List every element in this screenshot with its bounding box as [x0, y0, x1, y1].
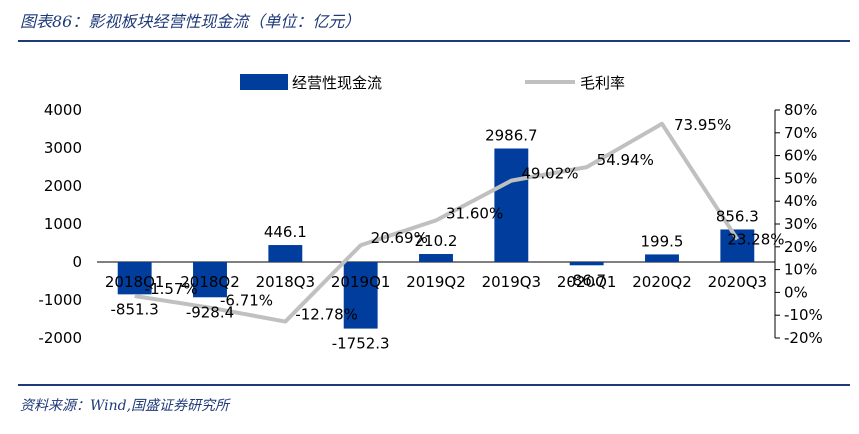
right-tick-label: 10% [784, 261, 817, 279]
left-tick-label: -2000 [38, 329, 82, 347]
legend: 经营性现金流 毛利率 [240, 74, 625, 92]
bar-value-label: 199.5 [641, 232, 684, 250]
category-label: 2020Q2 [632, 273, 692, 291]
bar-value-label: 446.1 [264, 223, 307, 241]
left-tick-label: 3000 [44, 139, 82, 157]
right-tick-label: -10% [784, 306, 823, 324]
category-label: 2020Q3 [708, 273, 768, 291]
line-value-label: 49.02% [521, 165, 578, 183]
right-tick-label: 40% [784, 192, 817, 210]
category-label: 2018Q2 [180, 273, 240, 291]
bar-value-label: -928.4 [186, 303, 234, 321]
line-path [134, 121, 740, 324]
line-value-label: 31.60% [446, 204, 503, 222]
left-tick-label: 0 [72, 253, 82, 271]
bar-2019Q1 [343, 262, 378, 329]
category-label: 2019Q1 [331, 273, 391, 291]
line-value-label: -12.78% [295, 306, 358, 324]
legend-bar-label: 经营性现金流 [292, 74, 382, 92]
bar-2020Q2 [645, 254, 679, 262]
right-axis: 80% 70% 60% 50% 40% 30% 20% 10% 0% -10% -20% [775, 101, 823, 347]
line-series [134, 121, 740, 324]
bar-value-label: 856.3 [716, 207, 759, 225]
bar-2019Q2 [419, 254, 453, 262]
bar-value-label: 2986.7 [485, 127, 538, 145]
right-tick-label: 20% [784, 238, 817, 256]
bar-value-label: -1752.3 [332, 335, 390, 353]
left-tick-label: 4000 [44, 101, 82, 119]
bar-2020Q1 [569, 262, 604, 266]
category-label: 2019Q3 [482, 273, 542, 291]
bar-2018Q1 [117, 262, 152, 295]
legend-line-label: 毛利率 [580, 74, 625, 92]
right-tick-label: 80% [784, 101, 817, 119]
left-tick-label: 2000 [44, 177, 82, 195]
category-label: 2020Q1 [557, 273, 617, 291]
source-note: 资料来源：Wind,国盛证券研究所 [20, 398, 230, 414]
category-labels: 2018Q1 2018Q2 2018Q3 2019Q1 2019Q2 2019Q3 2020… [105, 273, 767, 291]
bar-series [117, 148, 755, 329]
source-rule [18, 384, 850, 386]
right-tick-label: 0% [784, 283, 808, 301]
line-value-label: -6.71% [220, 292, 273, 310]
right-tick-label: 30% [784, 215, 817, 233]
right-tick-label: -20% [784, 329, 823, 347]
bar-2018Q3 [268, 245, 303, 262]
left-tick-label: -1000 [38, 291, 82, 309]
bar-value-label: -851.3 [110, 300, 158, 318]
line-value-label: 20.69% [371, 229, 428, 247]
category-label: 2019Q2 [406, 273, 466, 291]
left-axis: 4000 3000 2000 1000 0 -1000 -2000 [38, 101, 82, 347]
chart-title: 图表86：影视板块经营性现金流（单位：亿元） [20, 12, 361, 31]
bar-value-label: 210.2 [415, 232, 458, 250]
line-value-label: 73.95% [674, 116, 731, 134]
bar-2019Q3 [494, 148, 529, 262]
line-data-labels: -1.57% -6.71% -12.78% 20.69% 31.60% 49.02% 54.… [145, 116, 785, 324]
bar-data-labels: -851.3 -928.4 446.1 -1752.3 210.2 2986.7 -86.7… [110, 127, 758, 353]
bar-2020Q3 [720, 229, 755, 262]
category-label: 2018Q3 [256, 273, 316, 291]
bar-value-label: -86.7 [567, 271, 606, 289]
title-rule [18, 40, 850, 42]
left-tick-label: 1000 [44, 215, 82, 233]
line-value-label: 54.94% [597, 151, 654, 169]
right-tick-label: 70% [784, 124, 817, 142]
line-value-label: -1.57% [145, 280, 198, 298]
category-label: 2018Q1 [105, 273, 165, 291]
bar-2018Q2 [193, 262, 227, 298]
right-tick-label: 60% [784, 147, 817, 165]
legend-bar-swatch [240, 74, 288, 90]
right-tick-label: 50% [784, 169, 817, 187]
line-value-label: 23.28% [727, 230, 784, 248]
